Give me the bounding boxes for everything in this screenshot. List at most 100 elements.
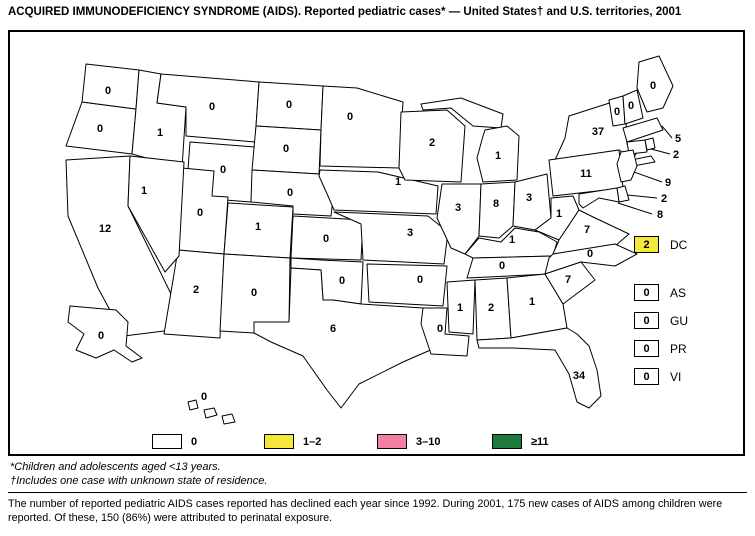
state-md [578, 187, 620, 209]
territory-row-pr: 0 PR [634, 340, 687, 357]
footnotes: *Children and adolescents aged <13 years… [10, 461, 267, 489]
state-value-wv: 1 [556, 208, 562, 220]
divider-rule [8, 492, 747, 493]
state-sc [544, 261, 596, 305]
state-value-wy: 0 [220, 164, 226, 176]
map-panel: 0 0 1 2 1 1 0 0 0 1 2 0 0 0 0 0 0 6 0 1 3 [8, 30, 745, 456]
state-wi [398, 109, 466, 183]
legend-swatch-3-10 [377, 434, 407, 449]
footnote-asterisk: *Children and adolescents aged <13 years… [10, 461, 221, 473]
state-az [163, 249, 225, 339]
state-value-va: 7 [584, 224, 590, 236]
legend-label-1-2: 1–2 [303, 435, 322, 448]
state-value-tx: 6 [330, 323, 336, 335]
state-value-nd: 0 [286, 99, 292, 111]
state-value-nv: 1 [141, 185, 147, 197]
state-tx [253, 267, 436, 409]
state-la [420, 307, 470, 357]
state-value-labels: 0 0 1 2 1 1 0 0 0 1 2 0 0 0 0 0 0 6 0 1 3 [97, 80, 681, 403]
state-value-tn: 0 [499, 260, 505, 272]
state-value-wi: 2 [429, 137, 435, 149]
state-ia [318, 169, 439, 215]
territory-code-as: AS [670, 285, 687, 300]
state-hi-island-2 [203, 407, 218, 419]
state-ar [366, 263, 448, 307]
territory-row-dc: 2 DC [634, 236, 687, 253]
state-ga [506, 273, 568, 339]
leader-line-ct [650, 148, 671, 155]
state-mi [476, 125, 520, 183]
state-value-az: 2 [193, 284, 199, 296]
figure-title: ACQUIRED IMMUNODEFICIENCY SYNDROME (AIDS… [8, 6, 682, 18]
states-layer [65, 55, 674, 425]
state-value-mt: 0 [209, 101, 215, 113]
leader-line-de [626, 194, 658, 199]
state-value-ky: 1 [509, 234, 515, 246]
territory-code-gu: GU [670, 313, 688, 328]
state-nv [127, 155, 185, 273]
state-value-mo: 3 [407, 227, 413, 239]
state-value-il: 3 [455, 202, 461, 214]
state-ak [67, 305, 143, 363]
state-value-la: 0 [437, 323, 443, 335]
state-value-nc: 0 [587, 248, 593, 260]
state-hi-island-1 [187, 399, 199, 411]
state-value-md: 8 [657, 209, 663, 221]
legend-item-3-10: 3–10 [377, 434, 440, 449]
state-value-nm: 0 [251, 287, 257, 299]
state-value-mi: 1 [495, 150, 501, 162]
legend-label-0: 0 [191, 435, 198, 448]
state-mn [319, 85, 404, 169]
state-fl [476, 327, 602, 409]
state-value-ok: 0 [339, 275, 345, 287]
state-value-wa: 0 [105, 85, 111, 97]
territory-row-as: 0 AS [634, 284, 686, 301]
state-value-in: 8 [493, 198, 499, 210]
state-value-ak: 0 [98, 330, 104, 342]
state-mi-upper-peninsula [420, 97, 504, 129]
legend-label-11plus: ≥11 [531, 435, 549, 448]
leader-line-ma [661, 125, 673, 139]
us-map: 0 0 1 2 1 1 0 0 0 1 2 0 0 0 0 0 0 6 0 1 3 [65, 55, 681, 425]
territory-value-vi: 0 [634, 368, 659, 385]
state-value-pa: 11 [580, 168, 592, 180]
state-value-oh: 3 [526, 192, 532, 204]
state-nh [622, 89, 644, 125]
state-nc [544, 243, 638, 275]
state-value-co: 1 [255, 221, 261, 233]
state-value-al: 2 [488, 302, 494, 314]
territory-row-gu: 0 GU [634, 312, 688, 329]
state-value-sd: 0 [283, 143, 289, 155]
state-value-de: 2 [661, 193, 667, 205]
state-value-ct: 2 [673, 149, 679, 161]
legend-swatch-1-2 [264, 434, 294, 449]
territory-code-vi: VI [670, 369, 682, 384]
state-value-vt: 0 [614, 106, 620, 118]
state-value-ms: 1 [457, 302, 463, 314]
state-me [636, 55, 674, 113]
state-value-ga: 1 [529, 296, 535, 308]
leader-lines [617, 125, 673, 215]
leader-line-md [617, 202, 653, 215]
territory-code-pr: PR [670, 341, 687, 356]
state-ma [622, 117, 664, 143]
state-value-ne: 0 [287, 187, 293, 199]
leader-line-nj [633, 171, 663, 183]
territory-row-vi: 0 VI [634, 368, 681, 385]
state-value-id: 1 [157, 127, 163, 139]
state-value-mn: 0 [347, 111, 353, 123]
legend-swatch-0 [152, 434, 182, 449]
territory-value-pr: 0 [634, 340, 659, 357]
state-value-sc: 7 [565, 274, 571, 286]
state-value-ma: 5 [675, 133, 681, 145]
legend-label-3-10: 3–10 [416, 435, 441, 448]
territory-value-dc: 2 [634, 236, 659, 253]
state-value-fl: 34 [573, 370, 586, 382]
state-hi-island-3 [221, 413, 236, 425]
state-value-ia: 1 [395, 176, 401, 188]
state-nj [616, 149, 638, 183]
territory-code-dc: DC [670, 237, 688, 252]
state-value-me: 0 [650, 80, 656, 92]
territory-value-gu: 0 [634, 312, 659, 329]
